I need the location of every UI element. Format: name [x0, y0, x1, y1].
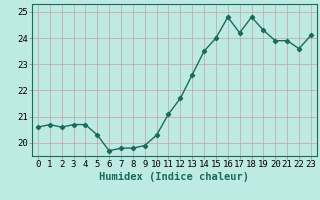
X-axis label: Humidex (Indice chaleur): Humidex (Indice chaleur): [100, 172, 249, 182]
